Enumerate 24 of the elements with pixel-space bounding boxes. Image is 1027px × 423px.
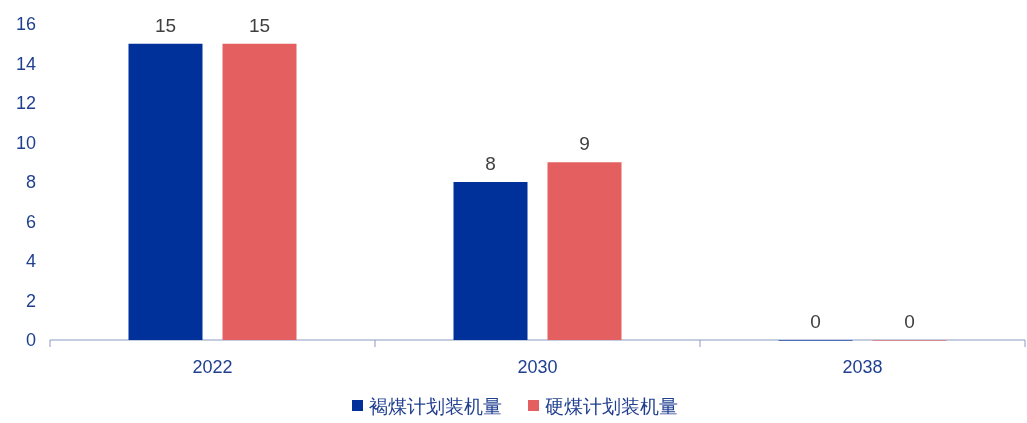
bar xyxy=(128,43,203,340)
bar xyxy=(222,43,297,340)
y-tick-label: 16 xyxy=(15,14,36,34)
y-tick-label: 8 xyxy=(25,172,36,192)
legend-label: 褐煤计划装机量 xyxy=(369,396,502,417)
y-tick-label: 4 xyxy=(25,251,36,271)
y-tick-label: 6 xyxy=(25,211,36,232)
data-label: 0 xyxy=(904,311,915,332)
legend-label: 硬煤计划装机量 xyxy=(545,396,678,417)
data-label: 8 xyxy=(485,153,496,174)
data-label: 15 xyxy=(154,14,177,36)
data-label: 0 xyxy=(810,311,821,332)
x-tick-label: 2038 xyxy=(842,357,883,377)
bar xyxy=(453,182,528,340)
y-tick-label: 14 xyxy=(15,53,36,74)
x-tick-label: 2022 xyxy=(192,357,233,377)
bar xyxy=(547,162,622,340)
data-label: 15 xyxy=(248,14,271,36)
y-tick-label: 0 xyxy=(25,330,36,350)
y-tick-label: 2 xyxy=(25,290,36,311)
y-tick-label: 10 xyxy=(15,132,36,153)
y-tick-label: 12 xyxy=(15,93,36,113)
x-tick-label: 2030 xyxy=(517,357,558,377)
data-label: 9 xyxy=(579,133,590,155)
